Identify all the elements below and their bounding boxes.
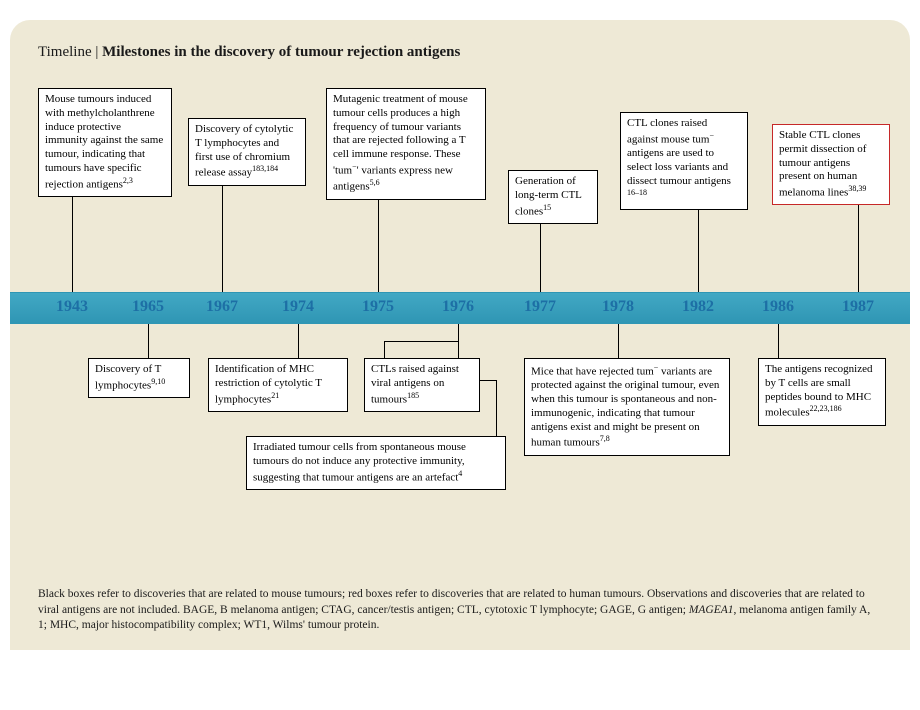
year-label: 1974 — [282, 298, 314, 316]
year-label: 1987 — [842, 298, 874, 316]
milestone-box: Mice that have rejected tum− variants ar… — [524, 358, 730, 456]
year-label: 1976 — [442, 298, 474, 316]
leader-line — [858, 249, 859, 293]
year-label: 1977 — [524, 298, 556, 316]
leader-line — [72, 197, 73, 245]
leader-line — [540, 258, 541, 292]
milestone-box: The antigens recognized by T cells are s… — [758, 358, 886, 426]
leader-line — [778, 324, 779, 341]
milestone-box: Generation of long-term CTL clones15 — [508, 170, 598, 224]
leader-line — [384, 341, 385, 358]
milestone-box: Stable CTL clones permit dissection of t… — [772, 124, 890, 205]
milestone-box: Discovery of cytolytic T lymphocytes and… — [188, 118, 306, 186]
milestone-box: Irradiated tumour cells from spontaneous… — [246, 436, 506, 490]
leader-line — [72, 245, 73, 293]
milestone-box: CTL clones raised against mouse tum− ant… — [620, 112, 748, 210]
leader-line — [148, 324, 149, 341]
milestone-box: Identification of MHC restriction of cyt… — [208, 358, 348, 412]
leader-line — [222, 186, 223, 239]
leader-line — [148, 341, 149, 358]
milestone-box: Mouse tumours induced with methylcholant… — [38, 88, 172, 197]
leader-line — [618, 324, 619, 341]
timeline-frame: Timeline | Milestones in the discovery o… — [10, 20, 910, 650]
year-label: 1943 — [56, 298, 88, 316]
milestone-box: Discovery of T lymphocytes9,10 — [88, 358, 190, 398]
year-label: 1967 — [206, 298, 238, 316]
leader-line — [858, 205, 859, 249]
leader-line — [618, 341, 619, 358]
year-label: 1986 — [762, 298, 794, 316]
milestone-box: Mutagenic treatment of mouse tumour cell… — [326, 88, 486, 200]
title-prefix: Timeline | — [38, 44, 102, 60]
caption: Black boxes refer to discoveries that ar… — [38, 587, 882, 634]
leader-line — [540, 224, 541, 258]
leader-line — [222, 239, 223, 292]
year-label: 1965 — [132, 298, 164, 316]
milestone-box: CTLs raised against viral antigens on tu… — [364, 358, 480, 412]
timeline-title: Timeline | Milestones in the discovery o… — [38, 44, 460, 61]
title-main: Milestones in the discovery of tumour re… — [102, 44, 460, 60]
year-label: 1982 — [682, 298, 714, 316]
year-label: 1978 — [602, 298, 634, 316]
leader-line — [496, 380, 497, 436]
leader-line — [298, 341, 299, 358]
leader-line — [778, 341, 779, 358]
leader-line — [698, 210, 699, 251]
leader-line — [298, 324, 299, 341]
leader-line — [378, 246, 379, 292]
leader-line — [384, 341, 458, 342]
leader-line — [378, 200, 379, 246]
year-label: 1975 — [362, 298, 394, 316]
leader-line — [698, 251, 699, 292]
